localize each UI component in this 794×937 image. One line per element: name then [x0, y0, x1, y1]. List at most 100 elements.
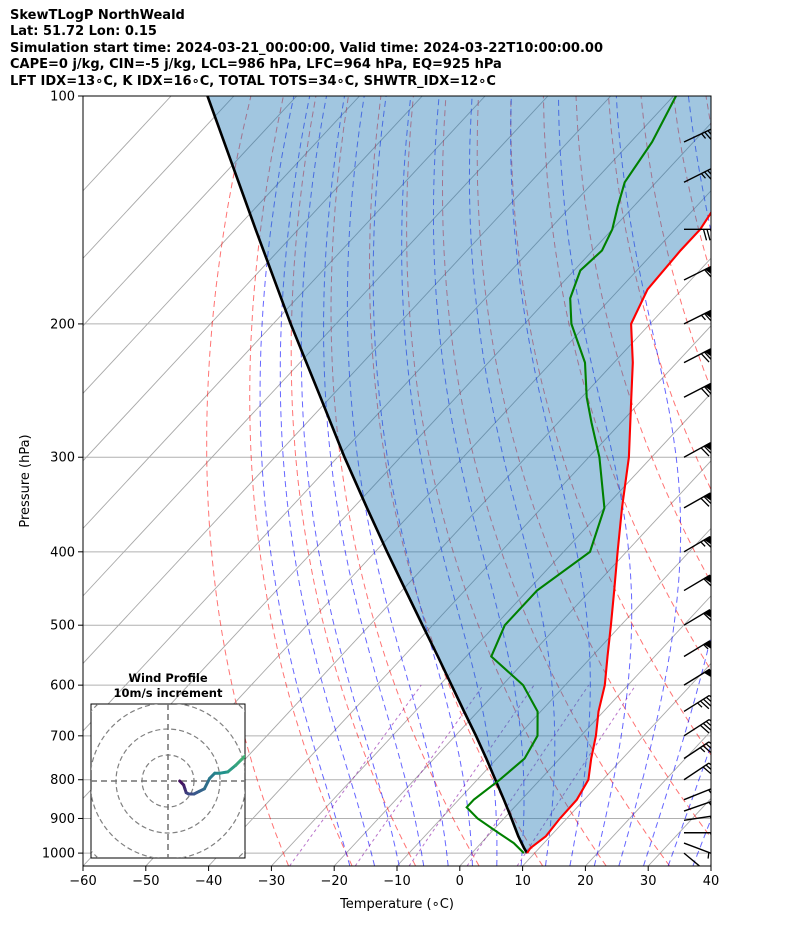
- wind-barb-half: [700, 314, 706, 321]
- wind-barb-full: [702, 766, 711, 775]
- moist-adiabat-line: [401, 96, 498, 866]
- wind-barb-half: [703, 644, 709, 650]
- wind-barb-half: [701, 133, 707, 139]
- isotherm-line: [145, 257, 711, 866]
- dry-adiabat-line: [330, 96, 480, 866]
- parcel-profile-line: [206, 96, 529, 854]
- wind-barb-flag: [703, 640, 711, 649]
- x-axis-label: Temperature (∘C): [339, 897, 454, 912]
- wind-barb-staff: [683, 842, 711, 854]
- stability-text: CAPE=0 j/kg, CIN=-5 j/kg, LCL=986 hPa, L…: [10, 57, 502, 73]
- wind-barb-half: [707, 852, 710, 859]
- y-tick-label: 400: [50, 545, 75, 560]
- wind-barb: [683, 640, 711, 658]
- wind-barb-full: [705, 743, 711, 749]
- moist-adiabat-line: [259, 96, 351, 866]
- isotherm-line: [396, 527, 711, 866]
- dry-adiabat-line: [705, 96, 711, 129]
- wind-barb-staff: [683, 168, 711, 183]
- dry-adiabat-line: [249, 96, 353, 866]
- y-tick-label: 200: [50, 317, 75, 332]
- wind-barb-staff: [683, 128, 711, 143]
- hodograph-trace-segment: [259, 745, 264, 748]
- x-tick-label: −50: [132, 874, 159, 889]
- dry-adiabat-line: [608, 96, 711, 491]
- chart-header: SkewTLogP NorthWeald Lat: 51.72 Lon: 0.1…: [10, 8, 780, 90]
- y-axis-label: Pressure (hPa): [18, 434, 33, 527]
- mixing-ratio-line: [354, 684, 484, 866]
- wind-barb-full: [702, 745, 711, 754]
- isotherm-line: [83, 96, 612, 665]
- dry-adiabat-line: [206, 96, 290, 866]
- wind-barb-full: [700, 447, 710, 457]
- x-tick-label: 0: [456, 874, 464, 889]
- wind-barb: [683, 852, 701, 866]
- wind-barb: [684, 832, 717, 844]
- isotherm-line: [83, 96, 423, 462]
- dry-adiabat-line: [290, 96, 417, 866]
- wind-barb-half: [699, 747, 706, 753]
- wind-barb-full: [714, 816, 719, 826]
- moist-adiabat-line: [468, 96, 556, 866]
- moist-adiabat-line: [615, 96, 682, 866]
- wind-barb-full: [708, 741, 711, 745]
- wind-barb-flag: [703, 668, 711, 678]
- isotherm-line: [83, 96, 298, 327]
- wind-barb-full: [702, 722, 711, 732]
- wind-barb: [683, 609, 711, 626]
- isotherm-line: [83, 96, 549, 597]
- wind-barb-full: [706, 229, 711, 241]
- y-tick-label: 500: [50, 619, 75, 634]
- x-tick-label: 20: [577, 874, 594, 889]
- time-text: Simulation start time: 2024-03-21_00:00:…: [10, 40, 603, 56]
- hodograph-trace-segment: [269, 739, 274, 742]
- wind-barb-full: [712, 801, 718, 810]
- wind-barb-half: [700, 541, 706, 547]
- wind-barb-full: [700, 387, 710, 398]
- wind-barb-full: [705, 720, 711, 727]
- wind-barb: [684, 228, 717, 241]
- isotherm-line: [459, 595, 711, 866]
- wind-barb-staff: [683, 741, 710, 760]
- wind-barb-flag: [703, 492, 711, 501]
- wind-barb-full: [714, 833, 717, 844]
- x-tick-label: 30: [640, 874, 657, 889]
- moist-adiabat-line: [346, 96, 449, 866]
- wind-barb-full: [714, 229, 717, 240]
- plot-area: [83, 96, 719, 866]
- isotherm-line: [710, 865, 711, 866]
- wind-barb: [683, 265, 711, 281]
- chart-title: SkewTLogP NorthWeald: [10, 8, 185, 23]
- wind-barb-full: [702, 229, 708, 241]
- hodograph-trace-segment: [275, 737, 280, 740]
- moist-adiabat-line: [300, 96, 400, 866]
- wind-barb: [683, 741, 711, 760]
- wind-barb-full: [708, 789, 711, 795]
- hodograph-trace-segment: [226, 763, 238, 774]
- x-tick-label: 10: [514, 874, 531, 889]
- x-tick-label: −30: [258, 874, 285, 889]
- dewpoint-line: [465, 96, 677, 854]
- wind-barb-full: [712, 789, 719, 798]
- wind-barb: [683, 788, 719, 801]
- hodograph-plot: [91, 704, 280, 858]
- wind-barb-flag: [703, 574, 711, 584]
- isotherm-line: [271, 392, 711, 866]
- x-tick-label: −20: [320, 874, 347, 889]
- wind-barb-half: [697, 702, 703, 708]
- wind-barb-full: [699, 724, 710, 734]
- y-tick-label: 300: [50, 451, 75, 466]
- moist-adiabat-line: [510, 96, 591, 866]
- wind-barb-full: [700, 700, 710, 710]
- wind-barb-flag: [703, 535, 711, 545]
- index-text: LFT IDX=13∘C, K IDX=16∘C, TOTAL TOTS=34∘…: [10, 73, 496, 89]
- hodograph-trace-segment: [264, 742, 269, 745]
- y-tick-label: 1000: [42, 847, 75, 862]
- wind-barb-half: [700, 173, 706, 179]
- wind-barb: [683, 842, 711, 865]
- wind-barb-full: [700, 497, 710, 507]
- wind-barb-full: [708, 762, 711, 766]
- dry-adiabat-line: [510, 96, 711, 756]
- wind-barb-full: [707, 169, 711, 176]
